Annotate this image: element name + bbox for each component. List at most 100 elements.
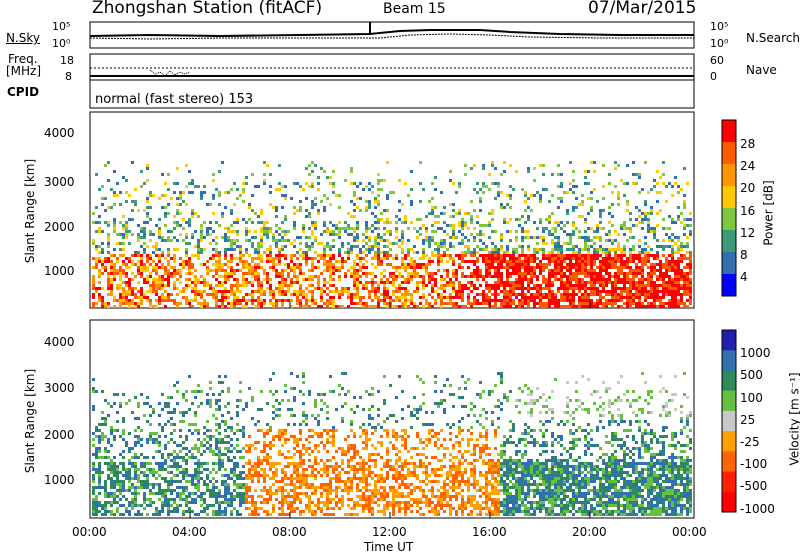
power-cell-1209: [308, 215, 311, 218]
power-cell-1454: [353, 182, 356, 185]
power-cell-1677: [386, 251, 389, 254]
power-cell-541: [188, 284, 191, 287]
velocity-cell-68: [101, 435, 104, 438]
power-cell-3409: [647, 275, 650, 278]
power-cell-2907: [581, 248, 584, 251]
power-cell-3609: [677, 191, 680, 194]
power-cell-992: [269, 251, 272, 254]
power-cell-2415: [512, 272, 515, 275]
power-cell-1119: [290, 299, 293, 302]
power-cell-3455: [653, 290, 656, 293]
power-cell-2501: [524, 275, 527, 278]
power-cell-3477: [656, 287, 659, 290]
power-cell-2936: [584, 257, 587, 260]
power-cell-827: [242, 218, 245, 221]
power-cell-741: [227, 236, 230, 239]
power-cell-3663: [683, 254, 686, 257]
power-cell-582: [197, 251, 200, 254]
power-cell-2965: [587, 263, 590, 266]
power-cell-295: [146, 167, 149, 170]
power-cell-488: [179, 233, 182, 236]
power-cell-3531: [665, 269, 668, 272]
velocity-cell-565: [191, 480, 194, 483]
power-cell-3590: [674, 242, 677, 245]
power-cell-1083: [284, 218, 287, 221]
velocity-cell-832: [236, 414, 239, 417]
power-cell-45: [101, 185, 104, 188]
velocity-cell-132: [113, 402, 116, 405]
power-cell-1016: [272, 302, 275, 305]
velocity-cell-1098: [284, 477, 287, 480]
velocity-cell-643: [206, 420, 209, 423]
power-cell-3250: [626, 266, 629, 269]
power-cell-2388: [509, 230, 512, 233]
power-cell-2537: [530, 254, 533, 257]
velocity-cell-124: [110, 486, 113, 489]
velocity-cell-1062: [278, 480, 281, 483]
power-cell-2094: [461, 305, 464, 308]
power-cell-1973: [440, 305, 443, 308]
power-cell-2873: [575, 275, 578, 278]
power-cell-2881: [578, 215, 581, 218]
power-cell-133: [116, 269, 119, 272]
velocity-cell-425: [167, 471, 170, 474]
power-cell-1592: [374, 239, 377, 242]
power-cell-2484: [521, 299, 524, 302]
power-cell-3673: [683, 293, 686, 296]
velocity-cell-93: [104, 507, 107, 510]
power-cell-1549: [365, 302, 368, 305]
power-cell-653: [212, 254, 215, 257]
power-cell-1760: [401, 263, 404, 266]
power-cell-3285: [632, 161, 635, 164]
velocity-cell-873: [242, 471, 245, 474]
power-cell-2113: [467, 248, 470, 251]
power-cell-629: [206, 272, 209, 275]
power-cell-1936: [434, 281, 437, 284]
velocity-cell-1206: [302, 414, 305, 417]
velocity-cell-292: [143, 402, 146, 405]
power-cell-968: [263, 302, 266, 305]
power-cell-1587: [374, 206, 377, 209]
velocity-cell-1054: [278, 414, 281, 417]
power-cell-2275: [494, 182, 497, 185]
power-cell-2900: [578, 302, 581, 305]
velocity-cell-523: [185, 390, 188, 393]
velocity-cell-986: [263, 510, 266, 513]
power-cell-196: [125, 299, 128, 302]
power-cell-3624: [677, 275, 680, 278]
power-cell-642: [209, 284, 212, 287]
power-cell-397: [161, 296, 164, 299]
velocity-cell-46: [98, 441, 101, 444]
power-cell-585: [197, 278, 200, 281]
velocity-cell-926: [251, 510, 254, 513]
velocity-cell-918: [251, 468, 254, 471]
power-cell-1089: [284, 257, 287, 260]
power-cell-1922: [431, 290, 434, 293]
power-cell-222: [131, 272, 134, 275]
velocity-cell-435: [167, 513, 170, 516]
velocity-cell-1111: [287, 462, 290, 465]
power-cell-1339: [329, 263, 332, 266]
power-cell-1956: [440, 191, 443, 194]
velocity-cell-245: [134, 444, 137, 447]
velocity-cell-1084: [281, 504, 284, 507]
power-cell-1965: [440, 275, 443, 278]
power-cell-882: [251, 266, 254, 269]
velocity-cell-655: [206, 504, 209, 507]
power-cell-3166: [614, 278, 617, 281]
power-cell-3464: [656, 200, 659, 203]
power-cell-1437: [350, 167, 353, 170]
velocity-cell-1148: [293, 462, 296, 465]
power-cell-2927: [584, 218, 587, 221]
power-cell-512: [185, 233, 188, 236]
power-cell-1238: [311, 266, 314, 269]
power-cell-2019: [452, 182, 455, 185]
power-cell-2463: [521, 215, 524, 218]
power-cell-578: [197, 239, 200, 242]
power-cell-3396: [647, 212, 650, 215]
power-cell-2249: [488, 296, 491, 299]
velocity-cell-914: [251, 399, 254, 402]
power-cell-1983: [443, 269, 446, 272]
velocity-cell-148: [113, 501, 116, 504]
velocity-cell-742: [221, 420, 224, 423]
